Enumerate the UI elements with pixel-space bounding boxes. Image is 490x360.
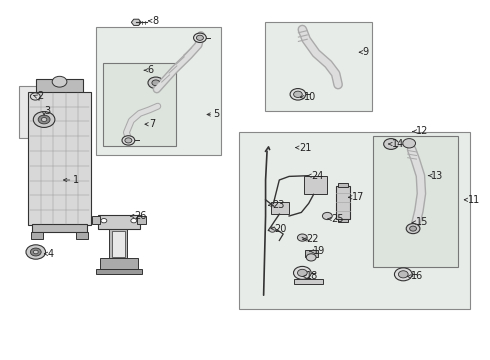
Circle shape — [30, 248, 41, 256]
Bar — [36, 79, 83, 93]
Text: 19: 19 — [313, 246, 325, 256]
Circle shape — [38, 115, 50, 124]
Circle shape — [52, 76, 67, 87]
Circle shape — [269, 227, 276, 232]
Bar — [96, 27, 220, 155]
Text: 26: 26 — [134, 211, 146, 221]
Circle shape — [322, 212, 332, 220]
Circle shape — [41, 117, 47, 122]
Text: 7: 7 — [149, 119, 156, 129]
Text: 21: 21 — [299, 143, 311, 153]
Text: 2: 2 — [37, 91, 43, 102]
Text: 6: 6 — [147, 65, 153, 75]
Circle shape — [122, 136, 135, 145]
Bar — [76, 232, 88, 239]
Text: 11: 11 — [468, 195, 480, 205]
Text: 23: 23 — [272, 200, 284, 210]
Circle shape — [196, 35, 203, 40]
Bar — [32, 224, 87, 232]
Circle shape — [152, 80, 160, 86]
Circle shape — [384, 139, 398, 149]
Circle shape — [306, 254, 316, 261]
Bar — [338, 183, 348, 187]
Circle shape — [33, 112, 55, 127]
Text: 1: 1 — [73, 175, 78, 185]
Circle shape — [148, 77, 164, 89]
Bar — [397, 273, 412, 276]
Text: 5: 5 — [213, 109, 220, 120]
Circle shape — [101, 219, 107, 223]
Circle shape — [131, 219, 137, 223]
Text: 3: 3 — [44, 106, 50, 116]
Bar — [100, 258, 138, 269]
Text: 16: 16 — [411, 271, 423, 282]
Bar — [265, 22, 372, 111]
Text: 22: 22 — [306, 234, 319, 244]
Circle shape — [394, 268, 412, 281]
Bar — [305, 250, 318, 257]
Bar — [304, 176, 327, 194]
Circle shape — [406, 224, 420, 234]
Bar — [336, 186, 350, 219]
Circle shape — [297, 234, 307, 241]
Text: 4: 4 — [48, 249, 54, 259]
Bar — [137, 216, 146, 224]
Circle shape — [297, 269, 307, 276]
Text: 9: 9 — [363, 47, 368, 57]
Text: 14: 14 — [392, 139, 404, 149]
Circle shape — [410, 226, 416, 231]
Bar — [271, 202, 289, 214]
Circle shape — [398, 271, 408, 278]
Bar — [373, 136, 458, 267]
Bar — [294, 279, 323, 284]
Text: 18: 18 — [306, 271, 318, 282]
Text: 10: 10 — [304, 92, 316, 102]
Text: 12: 12 — [416, 126, 428, 136]
Circle shape — [26, 245, 46, 259]
Bar — [239, 132, 470, 309]
Bar — [19, 86, 77, 138]
Bar — [28, 92, 91, 225]
Bar — [338, 219, 348, 222]
Bar — [92, 216, 100, 224]
Bar — [112, 231, 125, 257]
Polygon shape — [131, 19, 141, 26]
Circle shape — [294, 91, 302, 98]
Circle shape — [30, 93, 40, 100]
Text: 15: 15 — [416, 217, 428, 228]
Text: 8: 8 — [152, 16, 158, 26]
Text: 13: 13 — [431, 171, 443, 181]
Text: 24: 24 — [311, 171, 323, 181]
Text: 20: 20 — [274, 224, 287, 234]
Text: 17: 17 — [352, 192, 364, 202]
Circle shape — [125, 138, 132, 143]
Bar — [109, 229, 127, 258]
Circle shape — [290, 89, 306, 100]
Circle shape — [194, 33, 206, 42]
Bar — [98, 215, 140, 229]
Bar — [96, 269, 142, 274]
Circle shape — [403, 139, 416, 148]
Text: 25: 25 — [331, 214, 344, 224]
Bar — [103, 63, 176, 146]
Circle shape — [294, 266, 311, 279]
Circle shape — [33, 250, 38, 254]
Bar — [31, 232, 43, 239]
